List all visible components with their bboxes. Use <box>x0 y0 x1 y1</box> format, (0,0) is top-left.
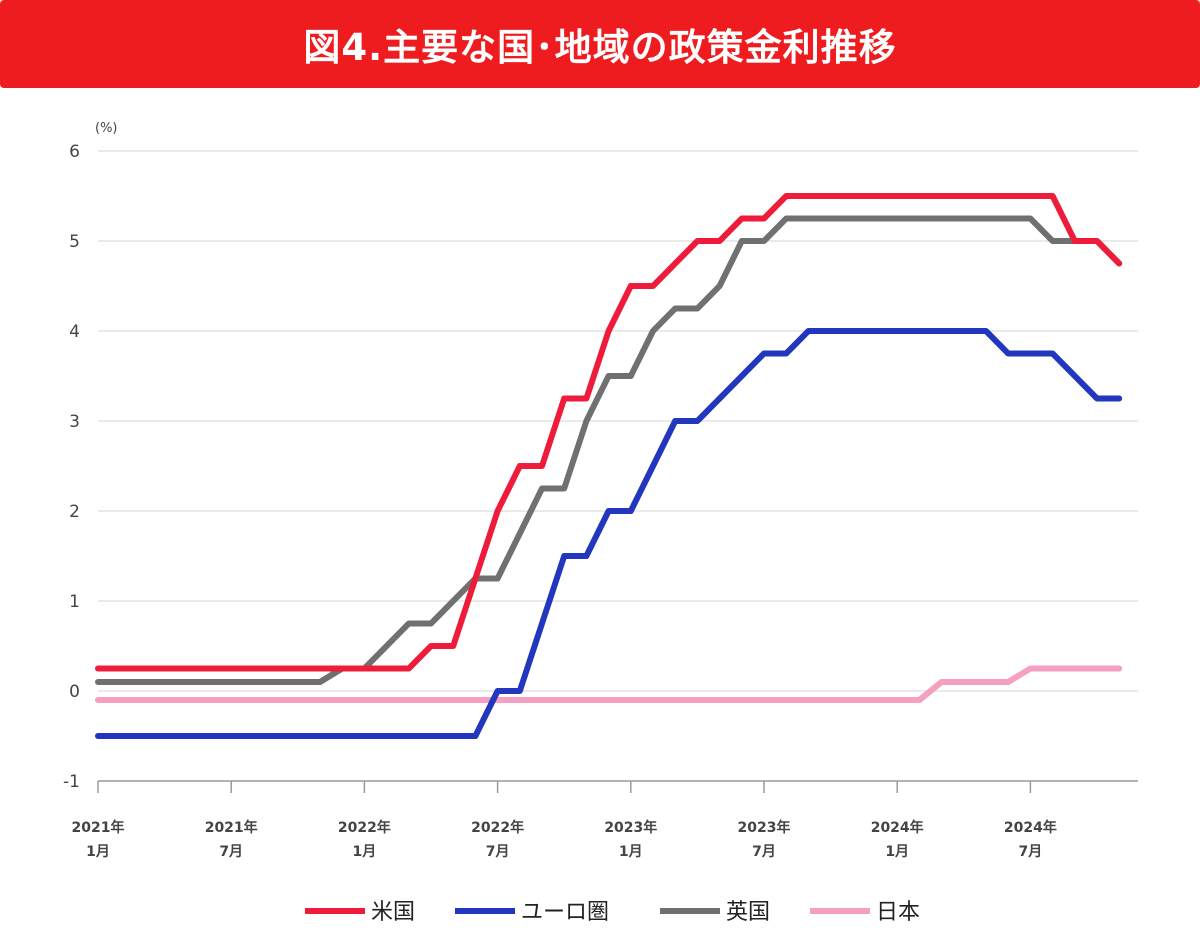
axis-layer: 6 5 4 3 2 1 0 -1 (%) 2021年 1月 2021年 7月 2022年 1月 2022年 7月… <box>63 121 1057 860</box>
x-tick-label-month: 7月 <box>752 844 776 860</box>
y-tick-label: 1 <box>69 592 80 612</box>
x-tick-label-year: 2024年 <box>1004 819 1057 836</box>
x-tick-label-year: 2022年 <box>471 819 524 836</box>
chart-title: 図4.主要な国･地域の政策金利推移 <box>303 26 897 69</box>
series-layer <box>95 193 1123 739</box>
y-axis-unit: (%) <box>95 121 118 136</box>
y-tick-label: 4 <box>69 322 80 342</box>
chart-title-bar: 図4.主要な国･地域の政策金利推移 <box>0 0 1200 88</box>
grid-layer <box>98 150 1138 782</box>
series-line-2 <box>95 215 1123 685</box>
x-tick-label-year: 2021年 <box>205 819 258 836</box>
x-tick-label-month: 1月 <box>885 844 909 860</box>
legend-label: 英国 <box>726 900 770 925</box>
y-tick-label: 6 <box>69 142 80 162</box>
x-tick-label-year: 2023年 <box>604 819 657 836</box>
legend-label: ユーロ圏 <box>521 900 609 925</box>
x-tick-label-month: 1月 <box>353 844 377 860</box>
series-line-1 <box>95 328 1123 739</box>
x-tick-label-month: 1月 <box>619 844 643 860</box>
series-line-0 <box>95 193 1123 672</box>
x-tick-label-year: 2021年 <box>72 819 125 836</box>
legend-label: 米国 <box>371 900 415 925</box>
legend: 米国 ユーロ圏 英国 日本 <box>305 900 920 925</box>
y-tick-label: 2 <box>69 502 80 522</box>
x-tick-label-month: 1月 <box>86 844 110 860</box>
y-tick-label: 3 <box>69 412 80 432</box>
y-tick-label: 5 <box>69 232 80 252</box>
x-tick-label-month: 7月 <box>1019 844 1043 860</box>
x-tick-label-month: 7月 <box>219 844 243 860</box>
series-line-3 <box>95 665 1123 703</box>
x-tick-label-month: 7月 <box>486 844 510 860</box>
legend-label: 日本 <box>876 900 920 925</box>
y-tick-label: 0 <box>69 682 80 702</box>
y-tick-label: -1 <box>63 772 80 792</box>
x-tick-label-year: 2023年 <box>738 819 791 836</box>
x-tick-label-year: 2022年 <box>338 819 391 836</box>
x-tick-label-year: 2024年 <box>871 819 924 836</box>
